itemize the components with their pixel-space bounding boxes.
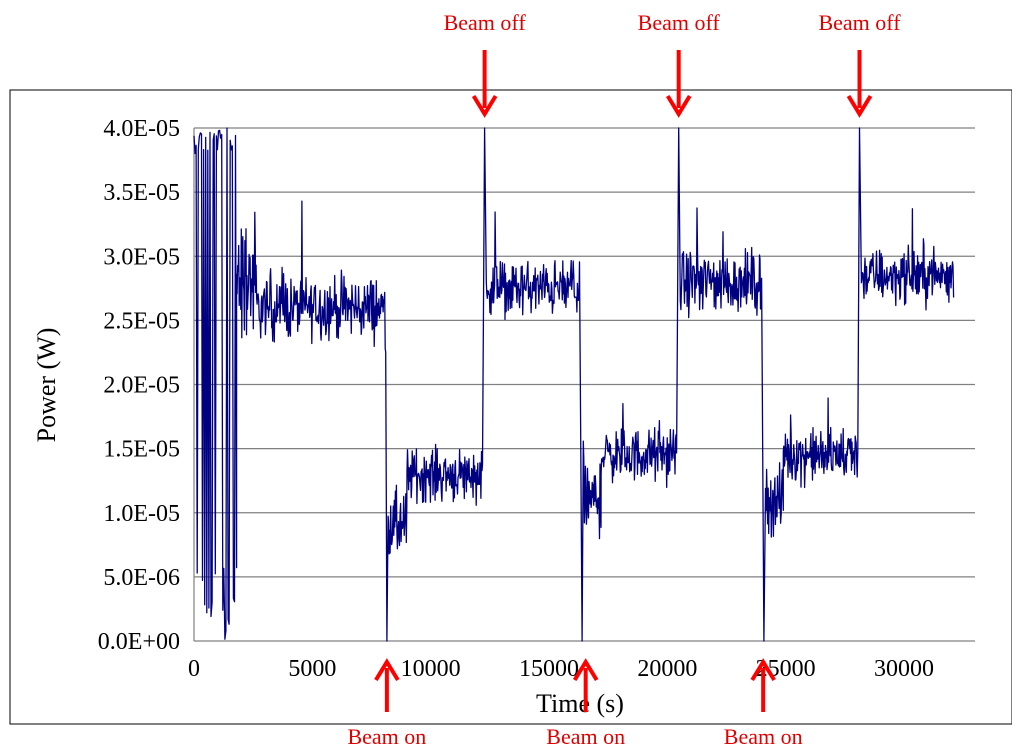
arrow-down-icon [471,94,498,118]
y-tick-label: 1.5E-05 [103,437,180,463]
y-tick-label: 0.0E+00 [98,629,180,655]
series-line [193,127,955,642]
y-tick-label: 1.0E-05 [103,501,180,527]
annotation-beam-off-label: Beam off [818,10,901,35]
x-tick-label: 0 [188,656,200,682]
series-lines [193,127,955,642]
y-tick-label: 2.0E-05 [103,373,180,399]
y-tick-label: 2.5E-05 [103,308,180,334]
arrow-up-icon [572,658,599,682]
annotation-beam-on-label: Beam on [724,724,803,749]
arrow-down-icon [846,94,873,118]
annotation-beam-on-label: Beam on [546,724,625,749]
annotation-beam-off-label: Beam off [444,10,527,35]
annotation-beam-on-label: Beam on [347,724,426,749]
x-tick-label: 20000 [637,656,697,682]
arrow-up-icon [374,658,400,682]
y-tick-label: 3.0E-05 [103,244,180,270]
x-tick-label: 15000 [519,656,579,682]
arrow-down-icon [665,94,692,118]
y-axis-title: Power (W) [32,328,61,443]
y-tick-label: 3.5E-05 [103,180,180,206]
x-axis-title: Time (s) [536,689,624,718]
chart-frame [9,89,1012,725]
tick-labels: 0.0E+00 5.0E-06 1.0E-05 1.5E-05 2.0E-05 2.5E-… [98,116,934,682]
x-tick-label: 10000 [401,656,461,682]
y-tick-label: 4.0E-05 [103,116,180,142]
annotation-beam-off-label: Beam off [638,10,721,35]
arrow-up-icon [750,658,776,682]
x-tick-label: 30000 [874,656,934,682]
annotations: Beam off Beam off Beam off Beam on Beam on Be… [347,10,901,749]
axes [193,128,975,642]
y-tick-label: 5.0E-06 [103,565,180,591]
x-tick-label: 5000 [288,656,336,682]
